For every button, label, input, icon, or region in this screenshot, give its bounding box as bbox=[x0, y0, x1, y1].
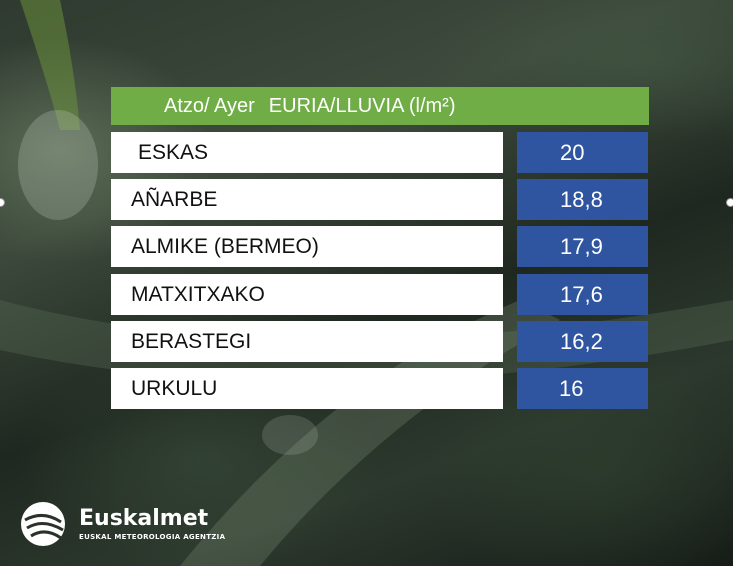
rainfall-value: 16 bbox=[517, 368, 648, 409]
station-name: URKULU bbox=[111, 368, 503, 409]
station-name: BERASTEGI bbox=[111, 321, 503, 362]
rainfall-value: 20 bbox=[517, 132, 648, 173]
header-date-label: Atzo/ Ayer bbox=[164, 94, 255, 117]
edge-handle-right bbox=[726, 198, 733, 207]
rainfall-value: 18,8 bbox=[517, 179, 648, 220]
station-name: ALMIKE (BERMEO) bbox=[111, 226, 503, 267]
station-name: ESKAS bbox=[111, 132, 503, 173]
euskalmet-globe-icon bbox=[21, 502, 65, 546]
rainfall-value: 17,6 bbox=[517, 274, 648, 315]
header-bar: Atzo/ Ayer EURIA/LLUVIA (l/m²) bbox=[111, 87, 649, 125]
station-name: AÑARBE bbox=[111, 179, 503, 220]
station-name: MATXITXAKO bbox=[111, 274, 503, 315]
logo-name: Euskalmet bbox=[79, 506, 209, 531]
logo-subtitle: EUSKAL METEOROLOGIA AGENTZIA bbox=[79, 533, 226, 541]
rainfall-value: 17,9 bbox=[517, 226, 648, 267]
edge-handle-left bbox=[0, 198, 5, 207]
header-title: EURIA/LLUVIA (l/m²) bbox=[268, 94, 456, 117]
euskalmet-logo: Euskalmet EUSKAL METEOROLOGIA AGENTZIA bbox=[19, 500, 225, 548]
rainfall-value: 16,2 bbox=[517, 321, 648, 362]
